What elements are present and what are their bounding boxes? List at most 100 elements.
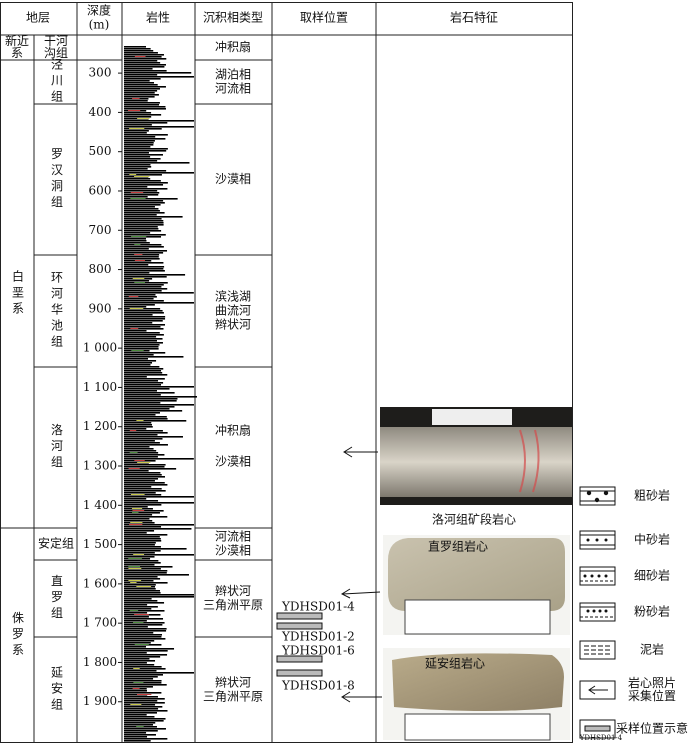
lithology-stripe — [124, 626, 148, 628]
facies-label: 沙漠相 — [215, 455, 251, 469]
arrows — [340, 446, 382, 703]
legend-dot — [595, 538, 599, 542]
lithology-dash — [137, 118, 150, 119]
lithology-stripe — [124, 276, 167, 278]
lithology-stripe — [124, 312, 164, 314]
lithology-stripe — [124, 194, 159, 196]
lithology-stripe — [124, 378, 165, 380]
depth-tick-label: 1 400 — [83, 498, 117, 512]
lithology-stripe — [124, 190, 158, 192]
lithology-stripe — [124, 200, 164, 202]
formation-label: 洛河组 — [50, 422, 64, 471]
lithology-stripe — [124, 92, 155, 94]
lithology-stripe — [124, 332, 160, 334]
lithology-dash — [130, 328, 139, 329]
lithology-stripe — [124, 706, 163, 708]
legend-dot — [590, 574, 594, 578]
lithology-stripe — [124, 618, 164, 620]
lithology-stripe — [124, 730, 158, 732]
depth-tick-label: 1 200 — [83, 419, 117, 433]
lithology-stripe — [124, 398, 178, 400]
lithology-dash — [133, 668, 140, 669]
lithology-dash — [129, 430, 137, 431]
legend-sample-bar — [584, 725, 611, 732]
header: 地层 深度 (m) 岩性 沉积相类型 取样位置 岩石特征 — [26, 3, 498, 32]
lithology-stripe — [124, 344, 160, 346]
lithology-stripe — [124, 150, 167, 152]
lithology-stripe — [124, 520, 153, 522]
lithology-stripe — [124, 148, 168, 150]
lithology-dash — [131, 236, 147, 237]
lithology-stripe — [124, 182, 168, 184]
lithology-stripe — [124, 118, 149, 120]
lithology-dash — [128, 296, 139, 297]
lithology-stripe — [124, 248, 149, 250]
lithology-dash — [132, 510, 145, 511]
lithology-stripe — [124, 516, 168, 518]
lithology-stripe — [124, 144, 154, 146]
depth-tick-label: 400 — [89, 105, 112, 119]
lithology-stripe — [124, 412, 160, 414]
lithology-stripe — [124, 340, 157, 342]
lithology-stripe — [124, 292, 194, 294]
lithology-dash — [133, 682, 144, 683]
lithology-stripe — [124, 648, 175, 650]
photo-label: 直罗组岩心 — [428, 539, 488, 554]
lithology-stripe — [124, 202, 165, 204]
lithology-dash — [129, 610, 139, 611]
lithology-stripe — [124, 172, 194, 174]
lithology-stripe — [124, 64, 166, 66]
lithology-stripe — [124, 444, 168, 446]
lithology-stripe — [124, 384, 162, 386]
lithology-dash — [132, 278, 145, 279]
lithology-stripe — [124, 380, 159, 382]
lithology-stripe — [124, 282, 168, 284]
lithology-stripe — [124, 140, 155, 142]
lithology-stripe — [124, 600, 158, 602]
lithology-stripe — [124, 552, 155, 554]
sample-label: YDHSD01-2 — [281, 630, 355, 644]
lithology-stripe — [124, 142, 154, 144]
lithology-dash — [130, 582, 137, 583]
lithology-stripe — [124, 452, 159, 454]
lithology-stripe — [124, 394, 161, 396]
lithology-dash — [129, 174, 137, 175]
facies-label: 沙漠相 — [215, 544, 251, 558]
lithology-stripe — [124, 120, 194, 122]
lithology-stripe — [124, 526, 162, 528]
legend-label: 采样位置示意 — [616, 721, 688, 736]
header-features: 岩石特征 — [450, 10, 498, 25]
lithology-stripe — [124, 436, 183, 438]
lithology-stripe — [124, 320, 163, 322]
lithology-stripe — [124, 546, 161, 548]
lithology-stripe — [124, 342, 163, 344]
lithology-stripe — [124, 740, 151, 742]
lithology-stripe — [124, 270, 165, 272]
lithology-stripe — [124, 360, 157, 362]
lithology-dash — [128, 110, 141, 111]
lithology-stripe — [124, 514, 153, 516]
lithology-stripe — [124, 548, 187, 550]
lithology-stripe — [124, 304, 155, 306]
lithology-stripe — [124, 462, 149, 464]
legend-label: 泥岩 — [640, 642, 664, 657]
lithology-stripe — [124, 46, 147, 48]
depth-tick-label: 1 800 — [83, 655, 117, 669]
lithology-stripe — [124, 122, 168, 124]
lithology-stripe — [124, 574, 189, 576]
lithology-stripe — [124, 528, 192, 530]
lithology-dash — [133, 554, 145, 555]
lithology-stripe — [124, 70, 167, 72]
lithology-stripe — [124, 152, 149, 154]
sample-bar — [276, 669, 323, 677]
lithology-stripe — [124, 214, 157, 216]
lithology-stripe — [124, 90, 158, 92]
lithology-dash — [130, 704, 142, 705]
formation-label: 泾川组 — [50, 58, 64, 106]
lithology-dash — [129, 128, 145, 129]
facies-label: 冲积扇 — [215, 423, 251, 438]
lithology-stripe — [124, 578, 161, 580]
lithology-stripe — [124, 560, 159, 562]
system-label: 侏罗系 — [11, 611, 25, 659]
formation-label: 延安组 — [50, 666, 64, 714]
